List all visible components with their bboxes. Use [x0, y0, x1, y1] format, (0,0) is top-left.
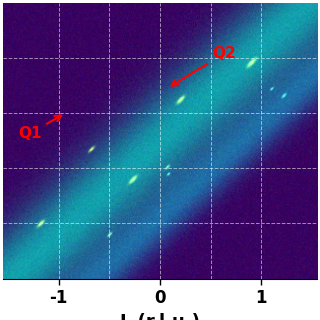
X-axis label: L (r.l.u.): L (r.l.u.) [120, 313, 200, 320]
Text: Q2: Q2 [172, 46, 236, 86]
Text: Q1: Q1 [18, 116, 61, 141]
